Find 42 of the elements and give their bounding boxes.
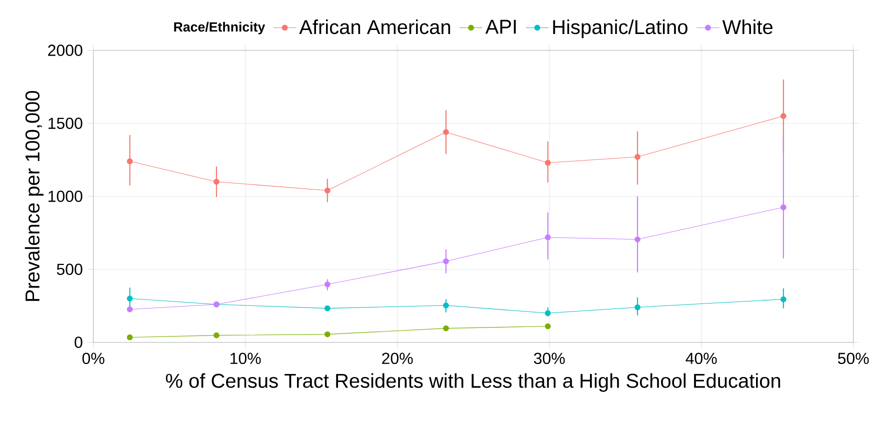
point [443,302,449,308]
x-axis-title: % of Census Tract Residents with Less than a High School Education [166,373,780,392]
point [126,296,133,302]
y-tick-label: 500 [56,264,82,275]
point [544,310,551,316]
y-axis-title: Prevalence per 100,000 [24,90,44,301]
legend-label: API [485,20,516,34]
x-tick-label: 10% [230,352,261,364]
point [544,234,551,240]
point [214,332,220,338]
point [126,158,133,164]
x-tick-label: 40% [686,352,717,364]
x-tick-label: 0% [82,352,104,364]
point [443,258,449,264]
point [544,323,551,330]
point [324,331,330,338]
point [780,113,786,119]
y-tick-label: 0 [74,336,82,348]
point [126,306,133,312]
legend-label: Hispanic/Latino [553,19,688,38]
x-tick-label: 30% [534,352,565,364]
legend-label: White [722,19,772,34]
x-tick-label: 20% [382,352,413,364]
point [324,305,330,312]
y-tick-label: 1500 [48,118,82,129]
point [443,325,449,332]
point [634,304,640,310]
legend-title: Race/Ethnicity [174,22,266,34]
point [634,154,640,160]
x-tick-label: 50% [838,352,869,364]
point [324,281,330,288]
point [544,160,551,166]
point [780,296,786,302]
legend-label: African American [299,19,450,34]
y-tick-label: 2000 [48,44,82,56]
point [324,188,330,194]
y-tick-label: 1000 [48,190,82,202]
point [780,204,786,210]
point [443,129,449,136]
point [634,236,640,242]
point [126,334,133,340]
point [214,178,220,185]
